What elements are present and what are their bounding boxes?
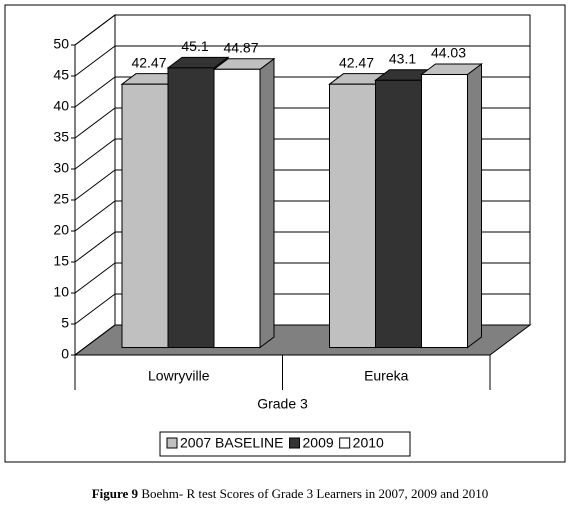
legend-swatch xyxy=(166,437,178,449)
bar xyxy=(375,79,422,348)
legend-label: 2010 xyxy=(353,435,384,451)
grid-line xyxy=(74,138,116,170)
y-tick-label: 10 xyxy=(53,284,69,300)
y-tick-label: 40 xyxy=(53,98,69,114)
legend-label: 2009 xyxy=(303,435,334,451)
y-tick-label: 35 xyxy=(53,129,69,145)
x-tick-label: Lowryville xyxy=(148,368,210,384)
bar-side xyxy=(467,63,482,349)
y-tick-label: 20 xyxy=(53,222,69,238)
grid-line xyxy=(74,324,116,356)
y-tick-label: 50 xyxy=(53,36,69,52)
legend-swatch xyxy=(339,437,351,449)
y-tick-label: 45 xyxy=(53,67,69,83)
grid-line xyxy=(74,200,116,232)
caption-label: Figure 9 xyxy=(92,486,139,501)
bar xyxy=(329,83,376,348)
grid-line xyxy=(74,231,116,263)
value-label: 44.87 xyxy=(223,40,258,56)
grid-line xyxy=(74,76,116,108)
legend-frame xyxy=(159,431,411,457)
group-label: Grade 3 xyxy=(257,396,308,412)
value-label: 43.1 xyxy=(389,50,416,66)
value-label: 45.1 xyxy=(181,38,208,54)
bar xyxy=(167,67,215,348)
y-tick-label: 5 xyxy=(61,315,69,331)
y-tick-label: 15 xyxy=(53,253,69,269)
value-label: 42.47 xyxy=(131,54,166,70)
x-tick-label: Eureka xyxy=(364,368,409,384)
y-tick-label: 25 xyxy=(53,191,69,207)
legend-label: 2007 BASELINE xyxy=(180,435,284,451)
value-label: 44.03 xyxy=(431,45,466,61)
grid-line xyxy=(74,169,116,201)
grid-line xyxy=(74,293,116,325)
legend-swatch xyxy=(289,437,301,449)
bar-side xyxy=(259,57,275,349)
caption-text: Boehm- R test Scores of Grade 3 Learners… xyxy=(141,486,488,501)
grid-line xyxy=(74,262,116,294)
y-tick-label: 0 xyxy=(61,346,69,362)
chart-frame xyxy=(4,4,566,463)
bar xyxy=(421,74,468,348)
grid-line xyxy=(74,45,116,77)
grid-line xyxy=(74,107,116,139)
grid-line xyxy=(74,14,116,46)
y-tick-label: 30 xyxy=(53,160,69,176)
caption: Figure 9 Boehm- R test Scores of Grade 3… xyxy=(92,486,489,501)
value-label: 42.47 xyxy=(339,54,374,70)
bar xyxy=(213,68,261,348)
bar xyxy=(121,83,169,348)
